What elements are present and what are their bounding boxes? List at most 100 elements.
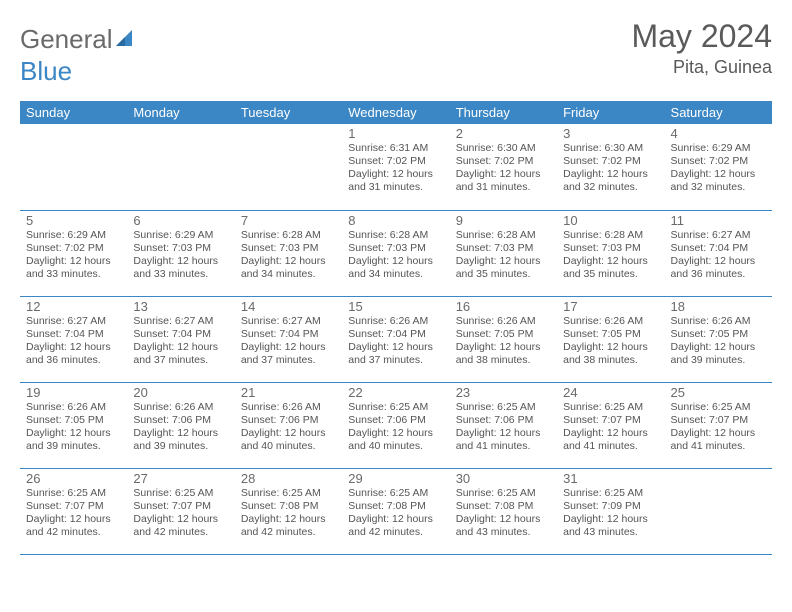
day-info: Sunrise: 6:25 AMSunset: 7:06 PMDaylight:… — [456, 401, 551, 454]
day-info: Sunrise: 6:26 AMSunset: 7:06 PMDaylight:… — [133, 401, 228, 454]
calendar-cell: 9Sunrise: 6:28 AMSunset: 7:03 PMDaylight… — [450, 210, 557, 296]
calendar-cell: 13Sunrise: 6:27 AMSunset: 7:04 PMDayligh… — [127, 296, 234, 382]
day-number: 18 — [671, 299, 766, 314]
day-number: 29 — [348, 471, 443, 486]
day-number: 25 — [671, 385, 766, 400]
day-number: 28 — [241, 471, 336, 486]
day-header-row: SundayMondayTuesdayWednesdayThursdayFrid… — [20, 101, 772, 124]
day-number: 3 — [563, 126, 658, 141]
page-title: May 2024 — [631, 18, 772, 55]
calendar-cell: 28Sunrise: 6:25 AMSunset: 7:08 PMDayligh… — [235, 468, 342, 554]
day-info: Sunrise: 6:29 AMSunset: 7:02 PMDaylight:… — [671, 142, 766, 195]
calendar-cell: 8Sunrise: 6:28 AMSunset: 7:03 PMDaylight… — [342, 210, 449, 296]
day-number: 6 — [133, 213, 228, 228]
day-info: Sunrise: 6:28 AMSunset: 7:03 PMDaylight:… — [563, 229, 658, 282]
calendar-cell: 27Sunrise: 6:25 AMSunset: 7:07 PMDayligh… — [127, 468, 234, 554]
day-info: Sunrise: 6:26 AMSunset: 7:06 PMDaylight:… — [241, 401, 336, 454]
day-number: 27 — [133, 471, 228, 486]
calendar-cell — [20, 124, 127, 210]
location: Pita, Guinea — [631, 57, 772, 78]
calendar-cell — [235, 124, 342, 210]
calendar-row: 5Sunrise: 6:29 AMSunset: 7:02 PMDaylight… — [20, 210, 772, 296]
day-info: Sunrise: 6:25 AMSunset: 7:07 PMDaylight:… — [671, 401, 766, 454]
calendar-row: 26Sunrise: 6:25 AMSunset: 7:07 PMDayligh… — [20, 468, 772, 554]
day-number: 5 — [26, 213, 121, 228]
day-info: Sunrise: 6:28 AMSunset: 7:03 PMDaylight:… — [348, 229, 443, 282]
day-number: 14 — [241, 299, 336, 314]
day-info: Sunrise: 6:27 AMSunset: 7:04 PMDaylight:… — [133, 315, 228, 368]
day-info: Sunrise: 6:25 AMSunset: 7:08 PMDaylight:… — [456, 487, 551, 540]
logo: General — [20, 18, 138, 55]
calendar-cell: 22Sunrise: 6:25 AMSunset: 7:06 PMDayligh… — [342, 382, 449, 468]
calendar-cell: 15Sunrise: 6:26 AMSunset: 7:04 PMDayligh… — [342, 296, 449, 382]
day-info: Sunrise: 6:26 AMSunset: 7:05 PMDaylight:… — [26, 401, 121, 454]
day-info: Sunrise: 6:27 AMSunset: 7:04 PMDaylight:… — [26, 315, 121, 368]
day-number: 26 — [26, 471, 121, 486]
day-info: Sunrise: 6:27 AMSunset: 7:04 PMDaylight:… — [241, 315, 336, 368]
day-info: Sunrise: 6:25 AMSunset: 7:09 PMDaylight:… — [563, 487, 658, 540]
day-number: 19 — [26, 385, 121, 400]
day-header: Friday — [557, 101, 664, 124]
day-header: Monday — [127, 101, 234, 124]
day-number: 1 — [348, 126, 443, 141]
day-info: Sunrise: 6:25 AMSunset: 7:07 PMDaylight:… — [26, 487, 121, 540]
calendar-cell: 30Sunrise: 6:25 AMSunset: 7:08 PMDayligh… — [450, 468, 557, 554]
calendar-cell: 11Sunrise: 6:27 AMSunset: 7:04 PMDayligh… — [665, 210, 772, 296]
day-number: 9 — [456, 213, 551, 228]
calendar-cell: 17Sunrise: 6:26 AMSunset: 7:05 PMDayligh… — [557, 296, 664, 382]
day-info: Sunrise: 6:30 AMSunset: 7:02 PMDaylight:… — [563, 142, 658, 195]
day-info: Sunrise: 6:29 AMSunset: 7:03 PMDaylight:… — [133, 229, 228, 282]
calendar-cell: 24Sunrise: 6:25 AMSunset: 7:07 PMDayligh… — [557, 382, 664, 468]
day-header: Saturday — [665, 101, 772, 124]
day-header: Wednesday — [342, 101, 449, 124]
day-info: Sunrise: 6:30 AMSunset: 7:02 PMDaylight:… — [456, 142, 551, 195]
calendar-cell: 23Sunrise: 6:25 AMSunset: 7:06 PMDayligh… — [450, 382, 557, 468]
calendar-cell: 18Sunrise: 6:26 AMSunset: 7:05 PMDayligh… — [665, 296, 772, 382]
calendar-row: 12Sunrise: 6:27 AMSunset: 7:04 PMDayligh… — [20, 296, 772, 382]
calendar-cell — [665, 468, 772, 554]
calendar-cell: 20Sunrise: 6:26 AMSunset: 7:06 PMDayligh… — [127, 382, 234, 468]
day-info: Sunrise: 6:25 AMSunset: 7:07 PMDaylight:… — [133, 487, 228, 540]
calendar-cell: 21Sunrise: 6:26 AMSunset: 7:06 PMDayligh… — [235, 382, 342, 468]
calendar-cell: 19Sunrise: 6:26 AMSunset: 7:05 PMDayligh… — [20, 382, 127, 468]
day-number: 13 — [133, 299, 228, 314]
calendar-cell: 12Sunrise: 6:27 AMSunset: 7:04 PMDayligh… — [20, 296, 127, 382]
calendar-cell: 31Sunrise: 6:25 AMSunset: 7:09 PMDayligh… — [557, 468, 664, 554]
calendar-cell: 26Sunrise: 6:25 AMSunset: 7:07 PMDayligh… — [20, 468, 127, 554]
calendar-cell: 29Sunrise: 6:25 AMSunset: 7:08 PMDayligh… — [342, 468, 449, 554]
title-block: May 2024 Pita, Guinea — [631, 18, 772, 78]
day-info: Sunrise: 6:28 AMSunset: 7:03 PMDaylight:… — [241, 229, 336, 282]
day-number: 8 — [348, 213, 443, 228]
day-info: Sunrise: 6:27 AMSunset: 7:04 PMDaylight:… — [671, 229, 766, 282]
calendar-cell: 6Sunrise: 6:29 AMSunset: 7:03 PMDaylight… — [127, 210, 234, 296]
day-number: 20 — [133, 385, 228, 400]
calendar-cell: 2Sunrise: 6:30 AMSunset: 7:02 PMDaylight… — [450, 124, 557, 210]
logo-text-blue: Blue — [20, 56, 72, 87]
day-info: Sunrise: 6:31 AMSunset: 7:02 PMDaylight:… — [348, 142, 443, 195]
day-info: Sunrise: 6:25 AMSunset: 7:08 PMDaylight:… — [348, 487, 443, 540]
calendar-row: 1Sunrise: 6:31 AMSunset: 7:02 PMDaylight… — [20, 124, 772, 210]
calendar-cell: 4Sunrise: 6:29 AMSunset: 7:02 PMDaylight… — [665, 124, 772, 210]
calendar-cell: 5Sunrise: 6:29 AMSunset: 7:02 PMDaylight… — [20, 210, 127, 296]
calendar-cell: 14Sunrise: 6:27 AMSunset: 7:04 PMDayligh… — [235, 296, 342, 382]
calendar-cell: 7Sunrise: 6:28 AMSunset: 7:03 PMDaylight… — [235, 210, 342, 296]
calendar-cell: 10Sunrise: 6:28 AMSunset: 7:03 PMDayligh… — [557, 210, 664, 296]
day-number: 24 — [563, 385, 658, 400]
day-number: 17 — [563, 299, 658, 314]
calendar-table: SundayMondayTuesdayWednesdayThursdayFrid… — [20, 101, 772, 555]
calendar-cell: 25Sunrise: 6:25 AMSunset: 7:07 PMDayligh… — [665, 382, 772, 468]
day-info: Sunrise: 6:29 AMSunset: 7:02 PMDaylight:… — [26, 229, 121, 282]
day-number: 16 — [456, 299, 551, 314]
day-info: Sunrise: 6:26 AMSunset: 7:05 PMDaylight:… — [563, 315, 658, 368]
day-info: Sunrise: 6:25 AMSunset: 7:07 PMDaylight:… — [563, 401, 658, 454]
day-number: 10 — [563, 213, 658, 228]
day-number: 2 — [456, 126, 551, 141]
day-info: Sunrise: 6:25 AMSunset: 7:08 PMDaylight:… — [241, 487, 336, 540]
day-number: 31 — [563, 471, 658, 486]
day-header: Tuesday — [235, 101, 342, 124]
day-number: 11 — [671, 213, 766, 228]
day-number: 30 — [456, 471, 551, 486]
day-number: 23 — [456, 385, 551, 400]
calendar-cell: 16Sunrise: 6:26 AMSunset: 7:05 PMDayligh… — [450, 296, 557, 382]
day-header: Thursday — [450, 101, 557, 124]
